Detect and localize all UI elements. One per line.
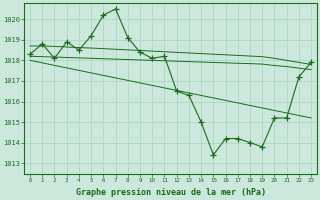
X-axis label: Graphe pression niveau de la mer (hPa): Graphe pression niveau de la mer (hPa) [76, 188, 266, 197]
